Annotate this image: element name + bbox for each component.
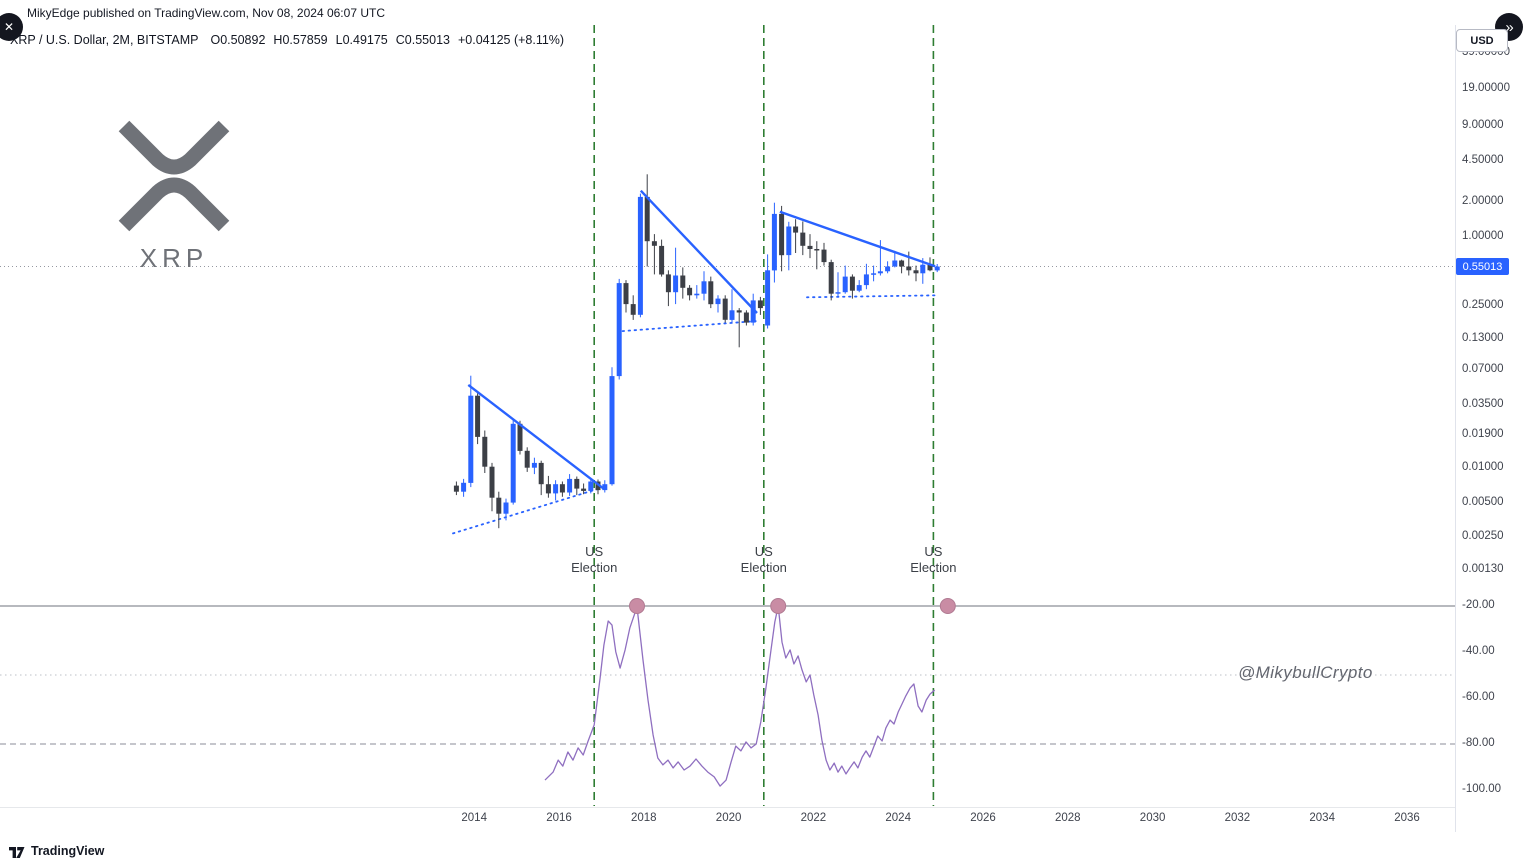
- time-axis-label: 2030: [1139, 812, 1166, 824]
- election-label: US Election: [571, 544, 618, 575]
- time-axis-label: 2036: [1394, 812, 1420, 824]
- price-axis-label: 0.25000: [1462, 299, 1504, 312]
- ohlc-open-label: O: [210, 33, 221, 47]
- publish-info: MikyEdge published on TradingView.com, N…: [27, 6, 385, 20]
- symbol-legend[interactable]: XRP / U.S. Dollar, 2M, BITSTAMP O0.50892 H…: [10, 33, 572, 47]
- oscillator-axis-label: -40.00: [1462, 645, 1495, 657]
- price-axis-label: 0.01900: [1462, 428, 1504, 441]
- ohlc-close: C0.55013: [396, 33, 450, 47]
- time-axis-label: 2028: [1055, 812, 1081, 824]
- time-axis-label: 2020: [715, 812, 742, 824]
- tradingview-attribution[interactable]: TradingView: [8, 844, 104, 858]
- election-label: US Election: [910, 544, 957, 575]
- oscillator-axis-label: -100.00: [1462, 783, 1502, 795]
- close-icon: ✕: [3, 20, 15, 34]
- symbol-title: XRP / U.S. Dollar, 2M, BITSTAMP: [10, 33, 199, 47]
- price-axis-label: 4.50000: [1462, 153, 1504, 166]
- ohlc-close-label: C: [395, 33, 405, 47]
- tradingview-label: TradingView: [31, 844, 105, 858]
- price-axis-label: 0.07000: [1462, 363, 1504, 375]
- time-axis-label: 2014: [461, 812, 487, 824]
- time-axis-label: 2026: [970, 812, 996, 824]
- ohlc-low-label: L: [335, 33, 343, 47]
- price-axis-label: 0.03500: [1462, 397, 1504, 410]
- time-axis-label: 2032: [1224, 812, 1251, 824]
- oscillator-axis-label: -60.00: [1462, 691, 1495, 703]
- time-axis-label: 2016: [546, 812, 572, 824]
- time-axis-label: 2034: [1309, 812, 1335, 824]
- xrp-wordmark: XRP: [139, 243, 209, 273]
- price-axis-label: 0.00130: [1462, 563, 1504, 576]
- chevron-right-icon: »: [1505, 18, 1513, 36]
- change-text: +0.04125 (+8.11%): [457, 33, 565, 47]
- xrp-logo: XRP: [118, 116, 230, 274]
- ohlc-high-value: 0.57859: [282, 33, 328, 47]
- time-axis-label: 2024: [885, 812, 911, 824]
- time-axis-label: 2018: [631, 812, 657, 824]
- ohlc-open-value: 0.50892: [220, 33, 266, 47]
- xrp-logo-icon: [118, 120, 230, 232]
- time-axis-label: 2022: [800, 812, 827, 824]
- ohlc-low-value: 0.49175: [342, 33, 388, 47]
- price-axis-label: 9.00000: [1462, 119, 1504, 132]
- price-axis-label: 19.00000: [1462, 81, 1510, 94]
- ohlc-close-value: 0.55013: [404, 33, 450, 47]
- price-axis-label: 0.00500: [1462, 495, 1504, 508]
- oscillator-axis-label: -20.00: [1462, 599, 1495, 611]
- price-axis-label: 2.00000: [1462, 194, 1504, 207]
- price-axis-label: 0.01000: [1462, 460, 1504, 473]
- price-axis-label: 0.00250: [1462, 530, 1504, 543]
- close-button[interactable]: ✕: [0, 13, 23, 41]
- watermark: @MikybullCrypto: [1238, 663, 1373, 682]
- price-axis-label: 1.00000: [1462, 229, 1504, 242]
- ohlc-high-label: H: [273, 33, 283, 47]
- election-label: US Election: [740, 544, 787, 575]
- currency-button[interactable]: USD: [1456, 29, 1508, 52]
- ohlc-open: O0.50892: [210, 33, 265, 47]
- tradingview-logo-icon: [9, 847, 25, 858]
- oscillator-axis-label: -80.00: [1462, 737, 1495, 749]
- ohlc-high: H0.57859: [273, 33, 327, 47]
- price-badge: 0.55013: [1456, 258, 1509, 275]
- price-axis-label: 0.13000: [1462, 331, 1504, 344]
- ohlc-low: L0.49175: [336, 33, 388, 47]
